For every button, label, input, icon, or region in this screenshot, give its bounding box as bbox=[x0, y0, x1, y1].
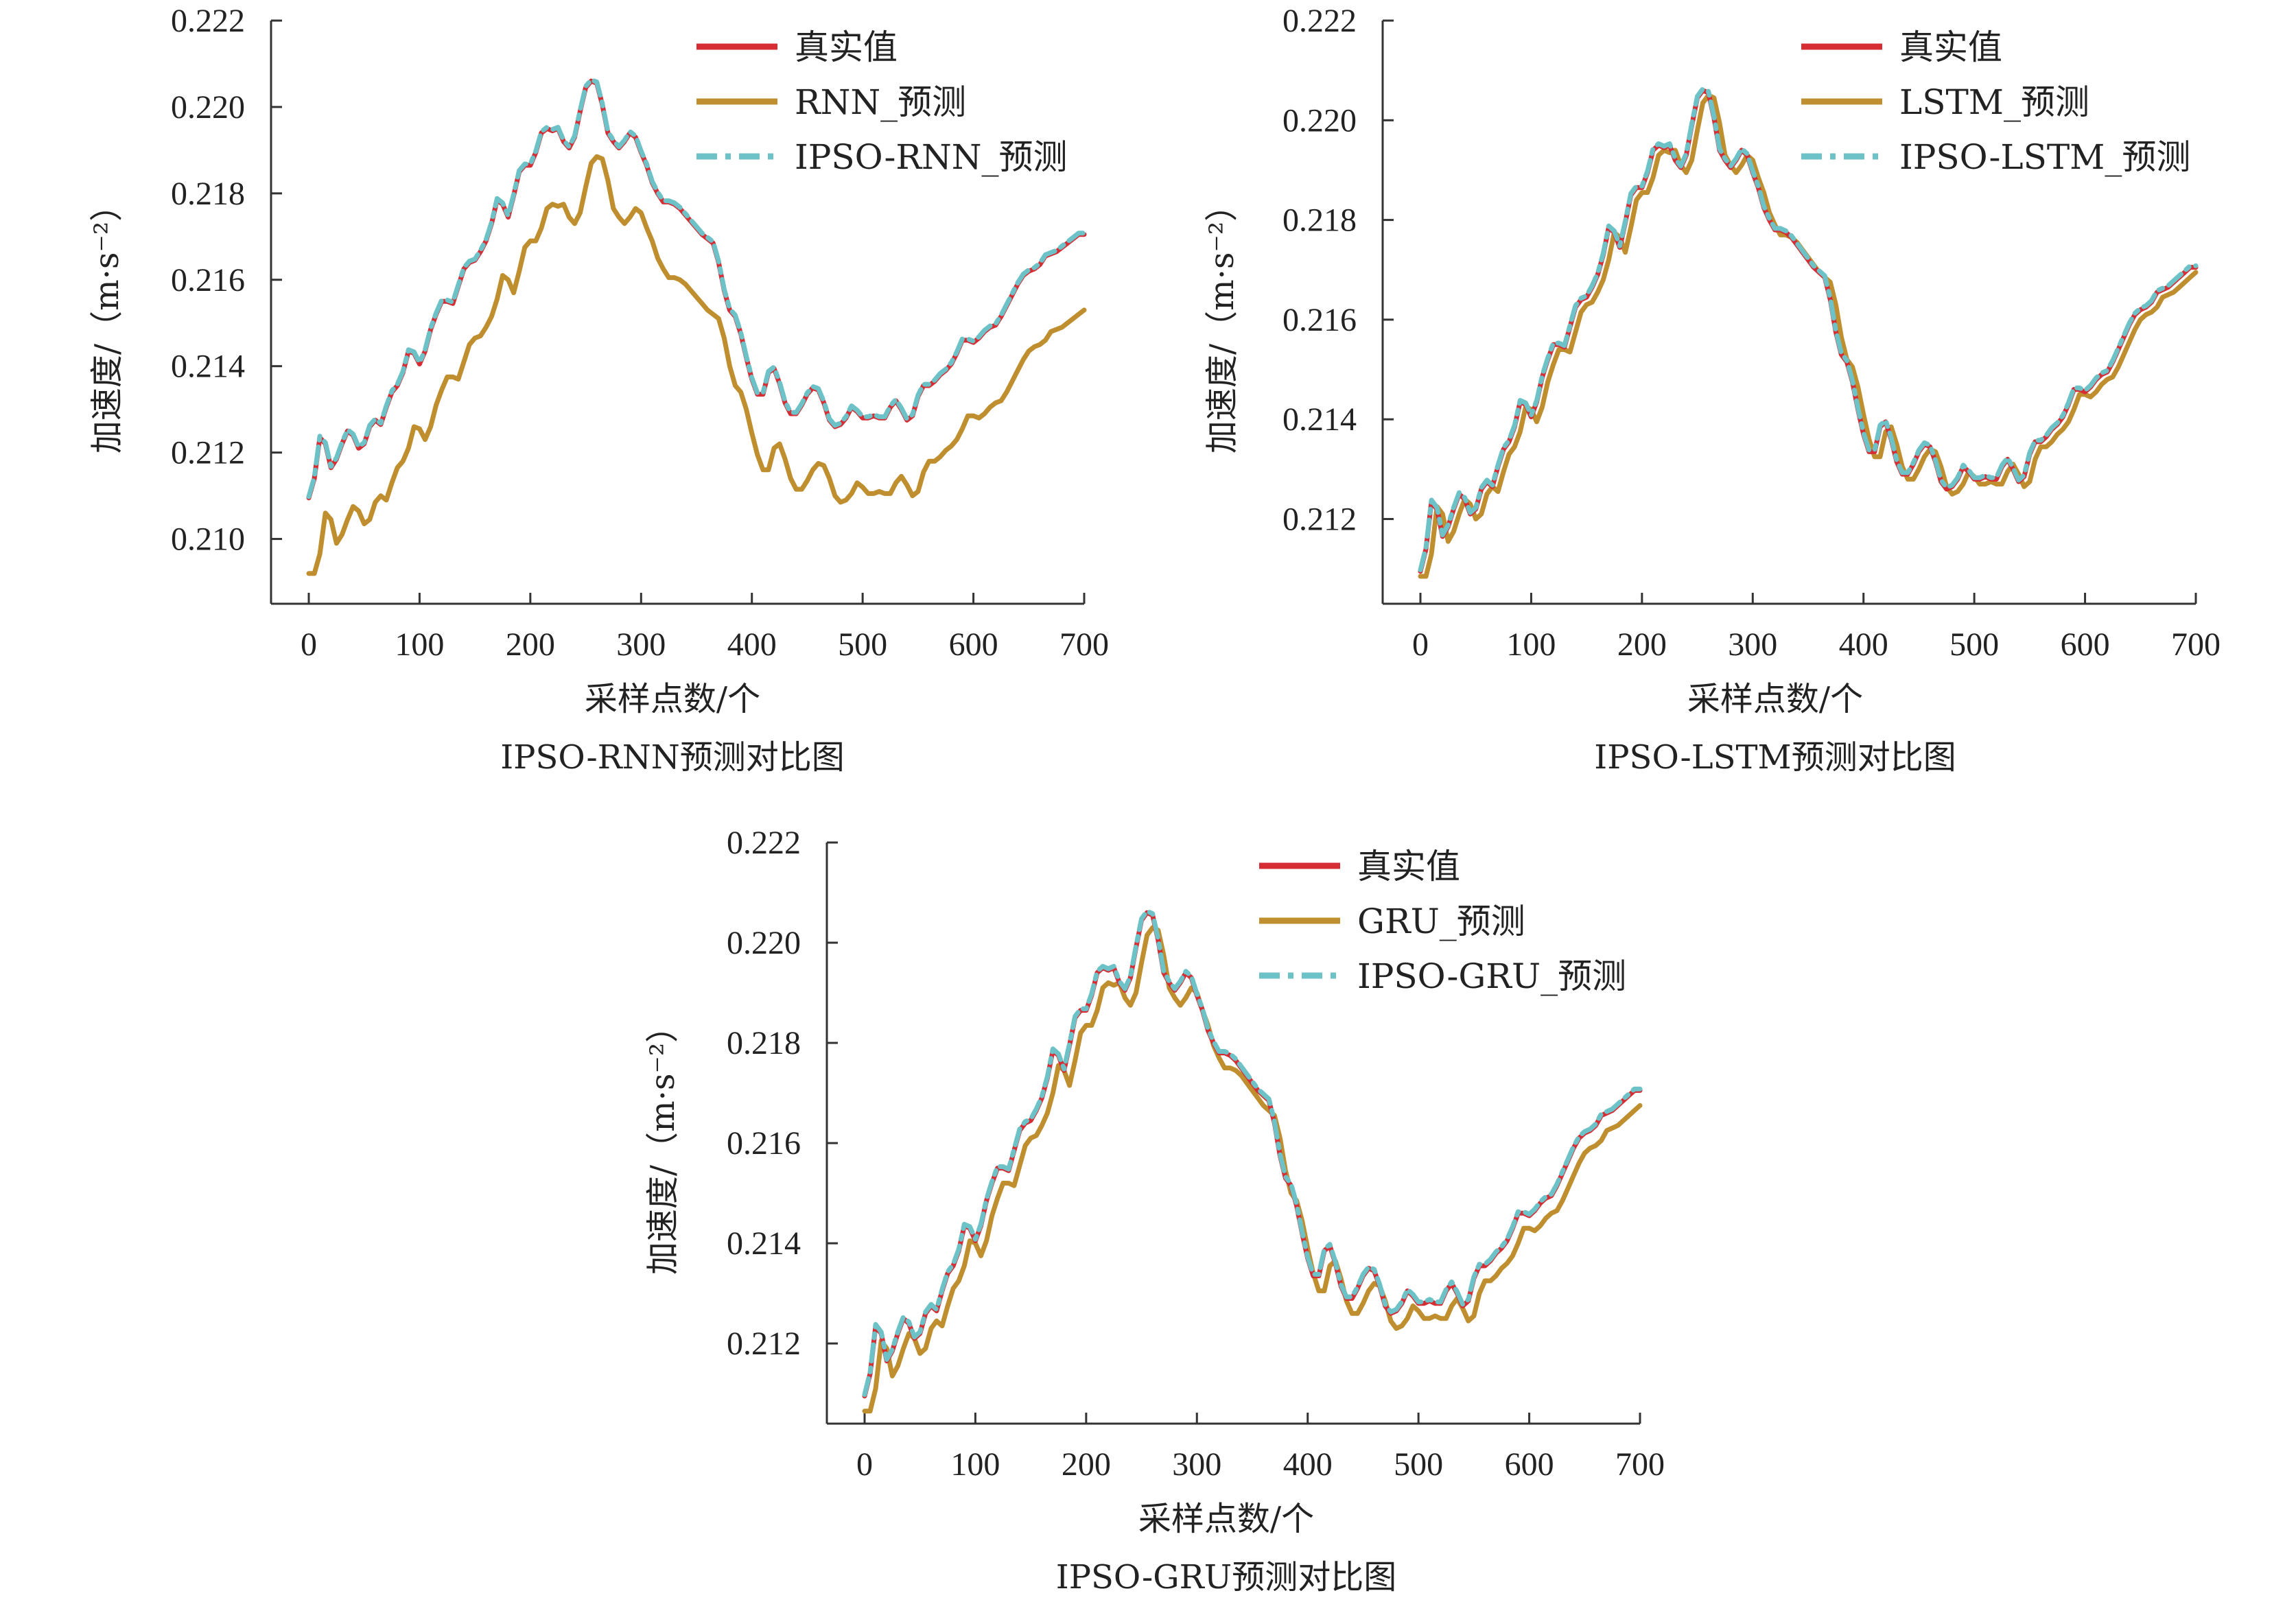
x-tick-label: 700 bbox=[2171, 626, 2221, 663]
y-tick-label: 0.220 bbox=[1282, 102, 1357, 139]
panel-b-series bbox=[1418, 86, 2199, 579]
y-tick-label: 0.216 bbox=[1282, 302, 1357, 338]
y-tick-label: 0.218 bbox=[171, 176, 245, 212]
x-tick-label: 200 bbox=[1617, 626, 1667, 663]
x-tick-label: 600 bbox=[949, 626, 998, 663]
x-tick-label: 500 bbox=[1394, 1446, 1443, 1483]
x-tick-label: 400 bbox=[1283, 1446, 1333, 1483]
legend-label-0: 真实值 bbox=[795, 27, 898, 67]
series-line-2 bbox=[306, 77, 1087, 499]
panel-b-xlabel: 采样点数/个 bbox=[1687, 680, 1863, 718]
series-line-2 bbox=[862, 908, 1643, 1398]
legend-label-2: IPSO-RNN_预测 bbox=[795, 137, 1068, 177]
panel-c-legend: 真实值 GRU_预测 IPSO-GRU_预测 bbox=[1259, 847, 1626, 996]
x-tick-label: 200 bbox=[506, 626, 555, 663]
series-line-2 bbox=[1418, 86, 2199, 573]
x-tick-label: 500 bbox=[1949, 626, 1999, 663]
panel-c-caption: IPSO-GRU预测对比图 bbox=[1056, 1558, 1396, 1597]
x-tick-label: 300 bbox=[1172, 1446, 1221, 1483]
panel-a-caption: IPSO-RNN预测对比图 bbox=[500, 738, 845, 777]
legend-label-0: 真实值 bbox=[1357, 847, 1460, 886]
y-tick-label: 0.214 bbox=[727, 1225, 801, 1262]
panel-c-xlabel: 采样点数/个 bbox=[1138, 1500, 1314, 1538]
panel-b-axes: 0.212 0.214 0.216 0.218 0.220 0.222 0 100 200 300… bbox=[1282, 3, 2221, 663]
x-tick-label: 100 bbox=[395, 626, 444, 663]
y-tick-label: 0.214 bbox=[171, 349, 245, 385]
legend-label-2: IPSO-GRU_预测 bbox=[1357, 956, 1626, 996]
x-tick-label: 0 bbox=[856, 1446, 873, 1483]
x-tick-label: 400 bbox=[1839, 626, 1888, 663]
panel-c-ylabel: 加速度/（m·s⁻²） bbox=[644, 1010, 682, 1275]
series-line-1 bbox=[862, 925, 1643, 1414]
x-tick-label: 700 bbox=[1615, 1446, 1665, 1483]
y-tick-label: 0.218 bbox=[727, 1025, 801, 1061]
x-tick-label: 700 bbox=[1059, 626, 1109, 663]
x-tick-label: 200 bbox=[1062, 1446, 1111, 1483]
y-tick-label: 0.222 bbox=[727, 825, 801, 861]
series-line-1 bbox=[306, 154, 1087, 576]
x-tick-label: 600 bbox=[2061, 626, 2110, 663]
x-tick-label: 300 bbox=[616, 626, 666, 663]
x-tick-label: 400 bbox=[727, 626, 777, 663]
panel-a-xlabel: 采样点数/个 bbox=[585, 680, 760, 718]
panel-c-axes: 0.212 0.214 0.216 0.218 0.220 0.222 0 100 200 300… bbox=[727, 825, 1665, 1483]
y-tick-label: 0.216 bbox=[171, 262, 245, 298]
y-tick-label: 0.212 bbox=[171, 435, 245, 471]
panel-c-series bbox=[862, 908, 1643, 1414]
x-tick-label: 100 bbox=[950, 1446, 1000, 1483]
x-tick-label: 0 bbox=[301, 626, 317, 663]
panel-b-caption: IPSO-LSTM预测对比图 bbox=[1594, 738, 1956, 777]
legend-label-0: 真实值 bbox=[1899, 27, 2002, 67]
legend-label-2: IPSO-LSTM_预测 bbox=[1899, 137, 2190, 177]
x-tick-label: 500 bbox=[838, 626, 887, 663]
y-tick-label: 0.212 bbox=[1282, 501, 1357, 537]
y-tick-label: 0.216 bbox=[727, 1125, 801, 1162]
legend-label-1: GRU_预测 bbox=[1357, 902, 1525, 941]
y-tick-label: 0.220 bbox=[171, 89, 245, 126]
panel-a-axes: 0.210 0.212 0.214 0.216 0.218 0.220 0.222 0 100 2… bbox=[171, 3, 1109, 663]
legend-label-1: RNN_预测 bbox=[795, 82, 966, 122]
legend-label-1: LSTM_预测 bbox=[1899, 82, 2089, 122]
y-tick-label: 0.218 bbox=[1282, 202, 1357, 239]
x-tick-label: 300 bbox=[1728, 626, 1777, 663]
y-tick-label: 0.220 bbox=[727, 925, 801, 961]
panel-a-ylabel: 加速度/（m·s⁻²） bbox=[88, 189, 126, 453]
panel-ipso-lstm: 0.212 0.214 0.216 0.218 0.220 0.222 0 100 200 300… bbox=[1203, 3, 2221, 777]
panel-ipso-rnn: 0.210 0.212 0.214 0.216 0.218 0.220 0.222 0 100 2… bbox=[88, 3, 1109, 777]
x-tick-label: 0 bbox=[1412, 626, 1429, 663]
panel-ipso-gru: 0.212 0.214 0.216 0.218 0.220 0.222 0 100 200 300… bbox=[644, 825, 1665, 1597]
panel-a-series bbox=[306, 77, 1087, 576]
y-tick-label: 0.222 bbox=[1282, 3, 1357, 39]
panel-b-ylabel: 加速度/（m·s⁻²） bbox=[1203, 189, 1241, 453]
x-tick-label: 100 bbox=[1506, 626, 1556, 663]
x-tick-label: 600 bbox=[1505, 1446, 1554, 1483]
y-tick-label: 0.214 bbox=[1282, 401, 1357, 438]
panel-a-legend: 真实值 RNN_预测 IPSO-RNN_预测 bbox=[696, 27, 1068, 177]
panel-b-legend: 真实值 LSTM_预测 IPSO-LSTM_预测 bbox=[1801, 27, 2190, 177]
y-tick-label: 0.222 bbox=[171, 3, 245, 39]
y-tick-label: 0.210 bbox=[171, 521, 245, 558]
y-tick-label: 0.212 bbox=[727, 1326, 801, 1362]
